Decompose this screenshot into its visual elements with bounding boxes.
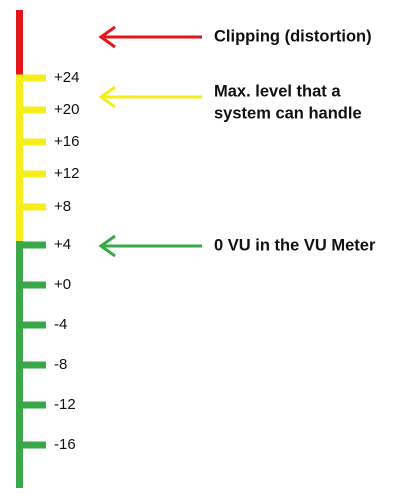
clipping-arrow <box>98 25 202 49</box>
tick-mark <box>16 321 46 329</box>
max-level-arrow <box>98 85 202 109</box>
tick-mark <box>16 106 46 114</box>
tick-label: +8 <box>54 198 71 215</box>
clipping-zone <box>16 10 23 76</box>
tick-mark <box>16 170 46 178</box>
headroom-zone <box>16 76 23 241</box>
tick-mark <box>16 361 46 369</box>
tick-label: +12 <box>54 165 79 182</box>
annotation-line: 0 VU in the VU Meter <box>214 236 376 254</box>
annotation-line: Clipping (distortion) <box>214 27 372 45</box>
annotation-line: Max. level that a <box>214 82 341 100</box>
tick-label: -16 <box>54 436 76 453</box>
tick-mark <box>16 241 46 249</box>
tick-label: +16 <box>54 133 79 150</box>
tick-mark <box>16 441 46 449</box>
tick-mark <box>16 281 46 289</box>
tick-label: -12 <box>54 396 76 413</box>
tick-label: +24 <box>54 69 79 86</box>
tick-mark <box>16 74 46 82</box>
zero-vu-arrow <box>98 234 202 258</box>
tick-label: +4 <box>54 236 71 253</box>
annotation-line: system can handle <box>214 104 362 122</box>
tick-label: +0 <box>54 276 71 293</box>
tick-mark <box>16 203 46 211</box>
tick-label: +20 <box>54 101 79 118</box>
tick-mark <box>16 401 46 409</box>
tick-label: -8 <box>54 356 67 373</box>
tick-mark <box>16 138 46 146</box>
scale-ticks: +24 +20 +16 +12 +8 +4 +0 -4 -8 -12 -16 <box>16 69 79 453</box>
tick-label: -4 <box>54 316 67 333</box>
